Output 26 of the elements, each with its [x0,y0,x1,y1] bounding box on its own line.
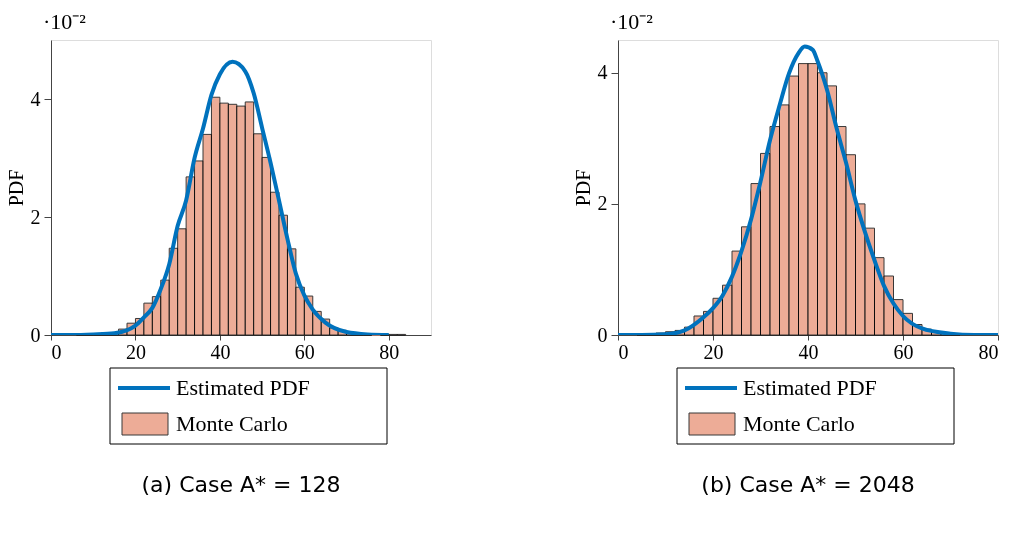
x-tick-label: 40 [210,340,231,363]
y-tick-label: 0 [30,323,41,346]
text: ·10⁻² [43,9,87,34]
y-tick-label: 2 [30,205,41,228]
legend-label: Monte Carlo [743,411,855,436]
y-tick-label: 4 [597,61,608,84]
legend-label: Estimated PDF [176,375,310,400]
x-tick-label: 80 [978,340,999,363]
x-tick-label: 40 [798,340,819,363]
y-axis-title: PDF [571,169,594,207]
x-tick-label: 20 [125,340,146,363]
x-tick-label: 60 [893,340,914,363]
text: (b) Case A* = 2048 [701,472,915,497]
text: (a) Case A* = 128 [141,472,341,497]
text: ·10⁻² [610,9,654,34]
legend-label: Monte Carlo [176,411,288,436]
x-tick-label: 20 [703,340,724,363]
x-tick-label: 0 [51,340,62,363]
y-tick-label: 4 [30,87,41,110]
legend-label: Estimated PDF [743,375,877,400]
y-tick-label: 0 [597,323,608,346]
x-tick-label: 80 [379,340,400,363]
y-axis-title: PDF [4,169,27,207]
x-tick-label: 60 [294,340,315,363]
x-tick-label: 0 [618,340,629,363]
y-tick-label: 2 [597,192,608,215]
